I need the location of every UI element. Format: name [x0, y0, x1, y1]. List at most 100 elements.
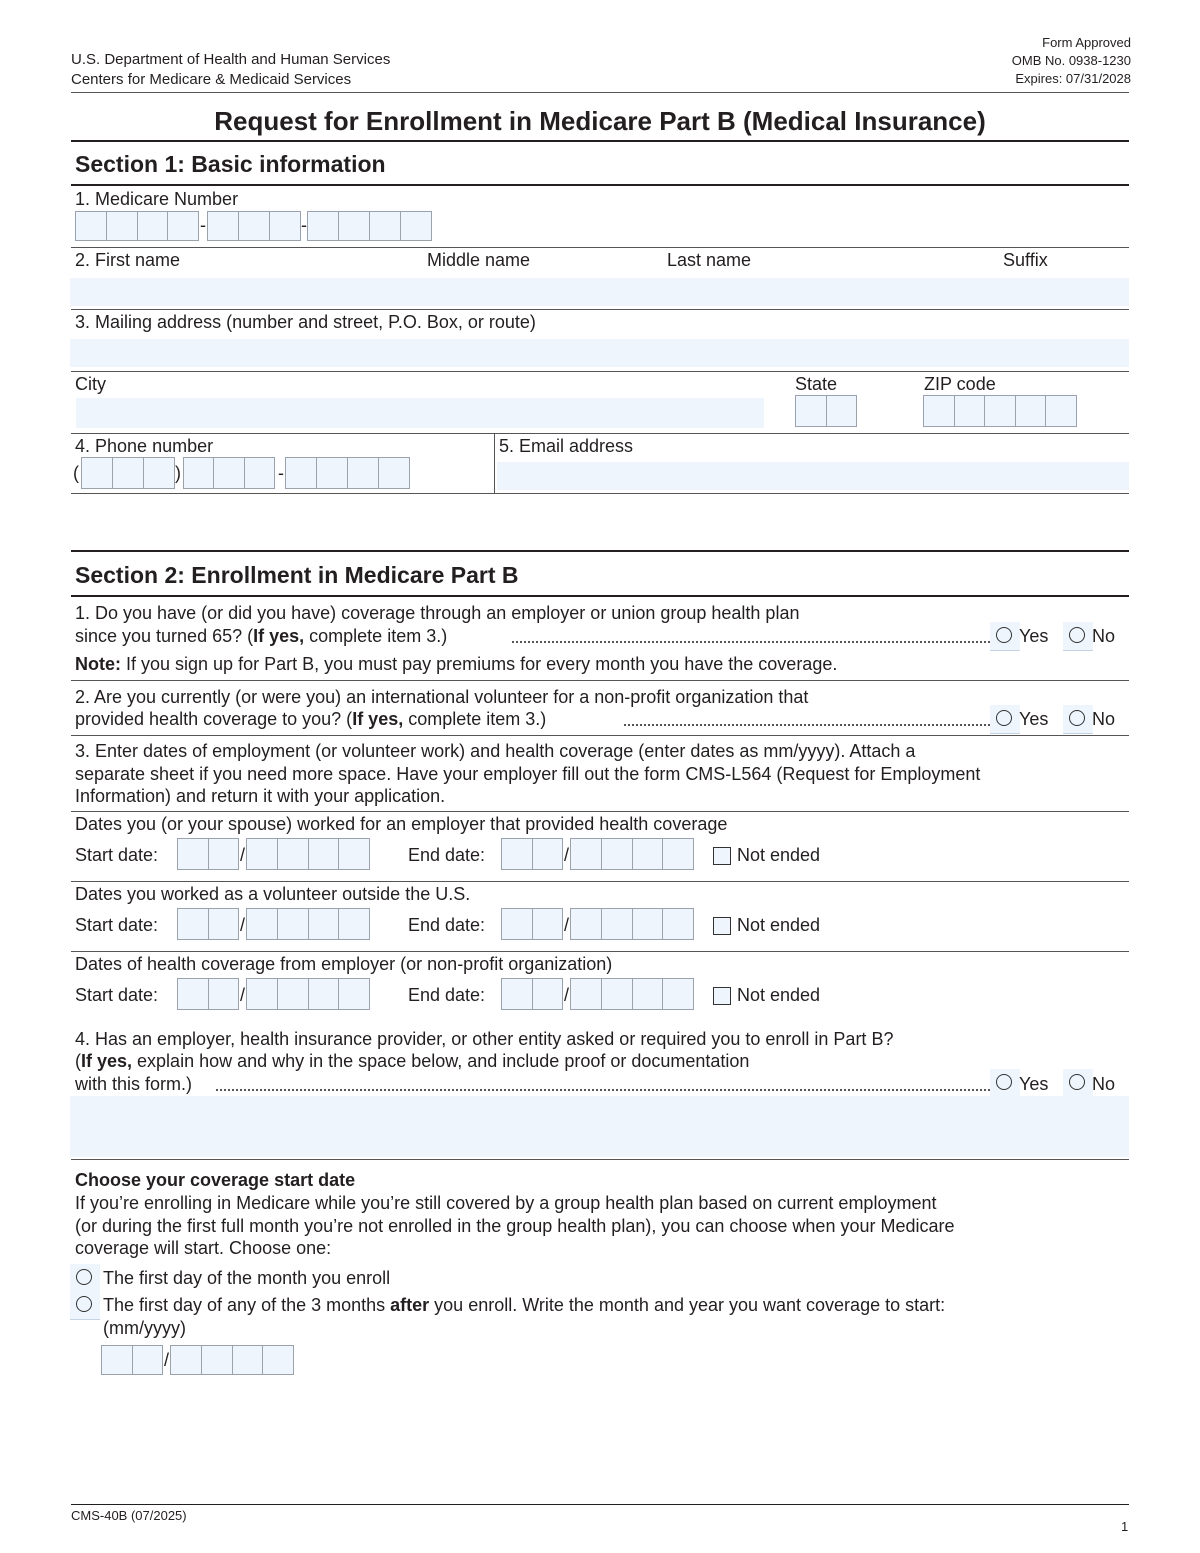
digit-cell[interactable]	[339, 979, 369, 1009]
digit-cell[interactable]	[278, 839, 309, 869]
zip-input[interactable]	[923, 395, 1077, 427]
digit-cell[interactable]	[955, 396, 986, 426]
phone-area-code[interactable]	[81, 457, 175, 489]
coverage-year-input[interactable]	[170, 1345, 294, 1375]
digit-cell[interactable]	[317, 458, 348, 488]
end-year-input[interactable]	[570, 908, 694, 940]
digit-cell[interactable]	[247, 979, 278, 1009]
digit-cell[interactable]	[82, 458, 113, 488]
digit-cell[interactable]	[502, 839, 533, 869]
digit-cell[interactable]	[309, 839, 340, 869]
digit-cell[interactable]	[827, 396, 857, 426]
digit-cell[interactable]	[270, 212, 300, 240]
digit-cell[interactable]	[171, 1346, 202, 1374]
digit-cell[interactable]	[339, 212, 370, 240]
digit-cell[interactable]	[209, 909, 239, 939]
digit-cell[interactable]	[168, 212, 198, 240]
digit-cell[interactable]	[633, 979, 664, 1009]
city-input[interactable]	[76, 398, 764, 428]
start-month-input[interactable]	[177, 908, 239, 940]
digit-cell[interactable]	[113, 458, 144, 488]
digit-cell[interactable]	[309, 909, 340, 939]
digit-cell[interactable]	[602, 839, 633, 869]
end-year-input[interactable]	[570, 978, 694, 1010]
digit-cell[interactable]	[663, 839, 693, 869]
start-year-input[interactable]	[246, 908, 370, 940]
end-year-input[interactable]	[570, 838, 694, 870]
digit-cell[interactable]	[178, 839, 209, 869]
digit-cell[interactable]	[533, 839, 563, 869]
phone-line[interactable]	[285, 457, 410, 489]
digit-cell[interactable]	[107, 212, 138, 240]
digit-cell[interactable]	[247, 839, 278, 869]
digit-cell[interactable]	[233, 1346, 264, 1374]
digit-cell[interactable]	[76, 212, 107, 240]
q4-yes-radio[interactable]	[990, 1069, 1020, 1098]
digit-cell[interactable]	[401, 212, 431, 240]
digit-cell[interactable]	[263, 1346, 293, 1374]
start-month-input[interactable]	[177, 978, 239, 1010]
medicare-number-part1[interactable]	[75, 211, 199, 241]
digit-cell[interactable]	[202, 1346, 233, 1374]
digit-cell[interactable]	[571, 979, 602, 1009]
digit-cell[interactable]	[348, 458, 379, 488]
digit-cell[interactable]	[1016, 396, 1047, 426]
digit-cell[interactable]	[602, 979, 633, 1009]
digit-cell[interactable]	[245, 458, 274, 488]
digit-cell[interactable]	[663, 909, 693, 939]
option2-radio[interactable]	[70, 1291, 100, 1320]
digit-cell[interactable]	[339, 909, 369, 939]
q2-yes-radio[interactable]	[990, 705, 1020, 734]
q1-yes-radio[interactable]	[990, 622, 1020, 651]
option1-radio[interactable]	[70, 1264, 100, 1293]
digit-cell[interactable]	[247, 909, 278, 939]
digit-cell[interactable]	[239, 212, 270, 240]
digit-cell[interactable]	[184, 458, 215, 488]
state-input[interactable]	[795, 395, 857, 427]
coverage-month-input[interactable]	[101, 1345, 163, 1375]
q2-no-radio[interactable]	[1063, 705, 1093, 734]
digit-cell[interactable]	[502, 909, 533, 939]
digit-cell[interactable]	[985, 396, 1016, 426]
end-month-input[interactable]	[501, 978, 563, 1010]
digit-cell[interactable]	[370, 212, 401, 240]
not-ended-checkbox[interactable]	[713, 917, 731, 935]
medicare-number-part3[interactable]	[307, 211, 432, 241]
digit-cell[interactable]	[796, 396, 827, 426]
digit-cell[interactable]	[208, 212, 239, 240]
end-month-input[interactable]	[501, 908, 563, 940]
not-ended-checkbox[interactable]	[713, 987, 731, 1005]
end-month-input[interactable]	[501, 838, 563, 870]
email-input[interactable]	[497, 462, 1129, 490]
q1-no-radio[interactable]	[1063, 622, 1093, 651]
digit-cell[interactable]	[924, 396, 955, 426]
digit-cell[interactable]	[571, 909, 602, 939]
digit-cell[interactable]	[209, 979, 239, 1009]
digit-cell[interactable]	[1046, 396, 1076, 426]
digit-cell[interactable]	[144, 458, 174, 488]
not-ended-checkbox[interactable]	[713, 847, 731, 865]
start-year-input[interactable]	[246, 978, 370, 1010]
digit-cell[interactable]	[278, 909, 309, 939]
digit-cell[interactable]	[138, 212, 169, 240]
start-year-input[interactable]	[246, 838, 370, 870]
mailing-address-input[interactable]	[70, 339, 1129, 367]
digit-cell[interactable]	[633, 909, 664, 939]
digit-cell[interactable]	[133, 1346, 163, 1374]
digit-cell[interactable]	[214, 458, 245, 488]
digit-cell[interactable]	[533, 909, 563, 939]
digit-cell[interactable]	[663, 979, 693, 1009]
digit-cell[interactable]	[339, 839, 369, 869]
start-month-input[interactable]	[177, 838, 239, 870]
digit-cell[interactable]	[571, 839, 602, 869]
digit-cell[interactable]	[278, 979, 309, 1009]
digit-cell[interactable]	[178, 909, 209, 939]
q4-no-radio[interactable]	[1063, 1069, 1093, 1098]
digit-cell[interactable]	[178, 979, 209, 1009]
digit-cell[interactable]	[602, 909, 633, 939]
medicare-number-part2[interactable]	[207, 211, 301, 241]
phone-prefix[interactable]	[183, 457, 275, 489]
digit-cell[interactable]	[502, 979, 533, 1009]
digit-cell[interactable]	[309, 979, 340, 1009]
digit-cell[interactable]	[633, 839, 664, 869]
